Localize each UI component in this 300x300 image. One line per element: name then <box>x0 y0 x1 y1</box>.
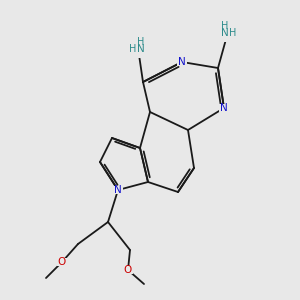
Text: N: N <box>114 185 122 195</box>
Text: O: O <box>124 265 132 275</box>
Text: H: H <box>137 37 145 47</box>
Bar <box>216 22 240 42</box>
Bar <box>123 266 133 274</box>
Text: N: N <box>178 57 186 67</box>
Text: O: O <box>58 257 66 267</box>
Bar <box>57 258 67 266</box>
Text: H: H <box>221 21 229 31</box>
Text: N: N <box>221 28 229 38</box>
Text: N: N <box>137 44 145 54</box>
Bar <box>219 104 229 112</box>
Bar <box>113 186 123 194</box>
Text: N: N <box>220 103 228 113</box>
Bar <box>177 58 187 66</box>
Text: H: H <box>229 28 237 38</box>
Bar <box>126 38 150 58</box>
Text: H: H <box>129 44 137 54</box>
